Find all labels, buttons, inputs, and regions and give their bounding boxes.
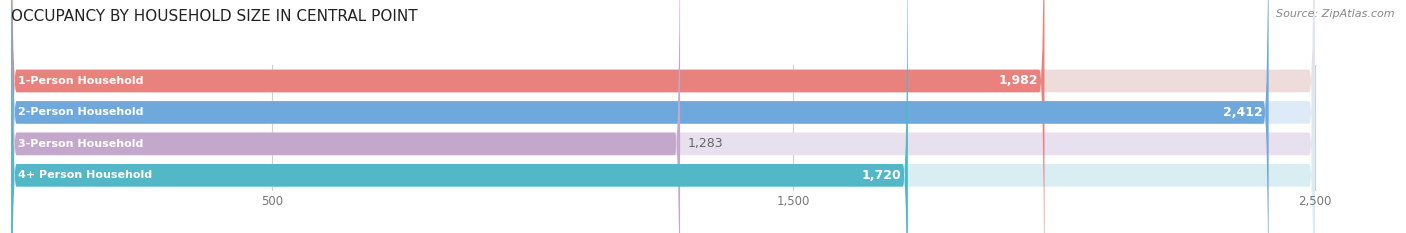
- Text: Source: ZipAtlas.com: Source: ZipAtlas.com: [1277, 9, 1395, 19]
- Text: 3-Person Household: 3-Person Household: [17, 139, 143, 149]
- FancyBboxPatch shape: [11, 0, 1315, 233]
- Text: 2,412: 2,412: [1223, 106, 1263, 119]
- Text: 1,283: 1,283: [688, 137, 724, 150]
- Text: OCCUPANCY BY HOUSEHOLD SIZE IN CENTRAL POINT: OCCUPANCY BY HOUSEHOLD SIZE IN CENTRAL P…: [11, 9, 418, 24]
- FancyBboxPatch shape: [11, 0, 1315, 233]
- FancyBboxPatch shape: [11, 0, 908, 233]
- FancyBboxPatch shape: [11, 0, 1268, 233]
- FancyBboxPatch shape: [11, 0, 1315, 233]
- FancyBboxPatch shape: [11, 0, 681, 233]
- FancyBboxPatch shape: [11, 0, 1315, 233]
- FancyBboxPatch shape: [11, 0, 1045, 233]
- Text: 1,982: 1,982: [998, 75, 1038, 87]
- Text: 2-Person Household: 2-Person Household: [17, 107, 143, 117]
- Text: 4+ Person Household: 4+ Person Household: [17, 170, 152, 180]
- Text: 1-Person Household: 1-Person Household: [17, 76, 143, 86]
- Text: 1,720: 1,720: [862, 169, 901, 182]
